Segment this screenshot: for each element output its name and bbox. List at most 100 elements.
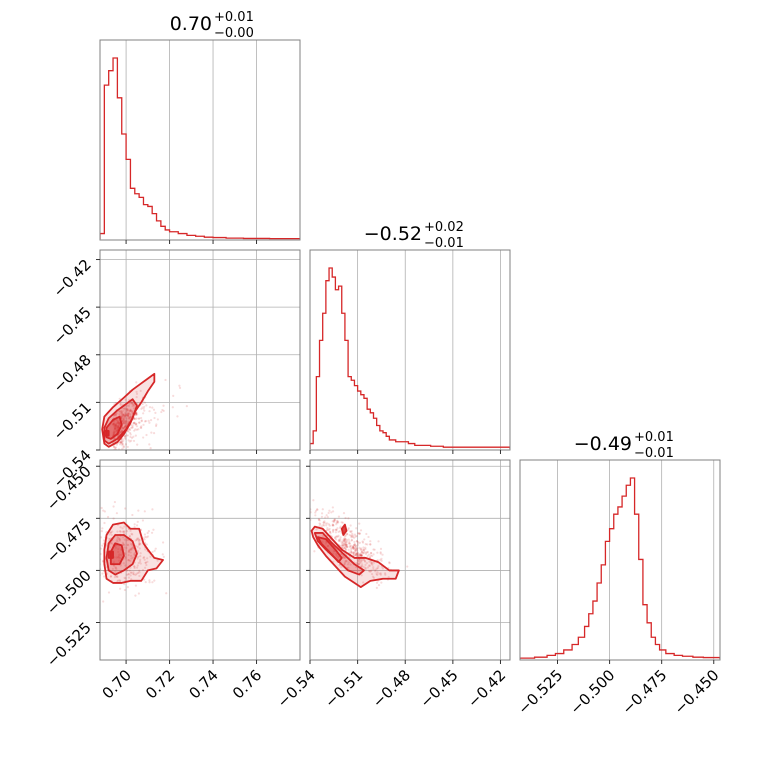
scatter-point [355,546,358,549]
scatter-point [136,413,139,416]
scatter-point [364,543,367,546]
scatter-point [327,528,330,532]
scatter-point [372,561,376,564]
scatter-point [354,549,357,553]
scatter-point [354,546,357,549]
scatter-point [122,562,125,565]
scatter-point [118,443,122,446]
scatter-point [118,553,121,556]
scatter-point [314,509,318,513]
scatter-point [120,442,123,445]
scatter-point [117,536,120,540]
scatter-point [342,512,346,515]
scatter-point [87,541,89,543]
scatter-point [372,548,375,551]
scatter-point [362,565,365,568]
scatter-point [372,553,375,556]
scatter-point [359,554,362,557]
scatter-point [123,415,126,418]
scatter-point [135,524,139,527]
scatter-point [352,553,356,556]
scatter-point [356,560,359,563]
scatter-point [123,418,126,422]
scatter-point [380,557,383,560]
scatter-point [126,404,129,407]
scatter-point [353,543,356,547]
scatter-point [357,540,360,544]
scatter-point [135,422,138,425]
scatter-point [120,415,123,419]
scatter-point [329,532,332,535]
scatter-point [378,572,381,575]
scatter-point [359,553,362,556]
scatter-point [128,410,132,413]
scatter-point [134,434,137,437]
scatter-point [369,543,372,546]
scatter-point [353,542,356,546]
scatter-point [358,561,361,564]
scatter-point [358,546,361,549]
scatter-point [138,417,141,420]
scatter-point [113,500,116,504]
y-tick-label: −0.525 [43,619,95,671]
scatter-point [320,525,323,528]
scatter-point [379,547,383,550]
scatter-point [359,559,362,563]
panel-frame [519,459,721,661]
scatter-point [353,548,356,551]
scatter-point [354,535,357,538]
contour-level-1 [101,372,156,448]
scatter-point [133,404,136,407]
scatter-point [354,544,357,547]
scatter-point [360,554,363,558]
scatter-point [136,571,140,575]
scatter-point [344,548,348,551]
scatter-point [85,567,87,569]
scatter-point [356,558,359,561]
scatter-point [124,443,127,446]
scatter-point [128,569,131,572]
scatter-point [334,538,338,541]
scatter-point [331,506,334,509]
scatter-point [353,533,357,536]
scatter-point [122,413,125,416]
scatter-point [369,570,372,573]
scatter-point [129,571,132,574]
scatter-point [88,542,90,544]
scatter-point [153,579,156,582]
scatter-point [336,527,339,530]
scatter-point [125,413,128,417]
scatter-point [116,425,119,429]
scatter-point [344,548,347,551]
scatter-point [115,512,119,515]
scatter-point [363,538,366,541]
scatter-point [121,426,124,429]
scatter-point [134,539,137,542]
scatter-point [125,569,128,572]
scatter-point [387,576,390,579]
scatter-point [123,546,126,549]
scatter-point [125,414,128,417]
scatter-point [146,535,150,538]
scatter-point [164,378,167,382]
scatter-point [120,411,124,414]
scatter-point [318,522,321,525]
scatter-point [128,418,131,422]
scatter-point [354,552,358,555]
scatter-point [360,554,364,557]
scatter-point [148,443,151,446]
scatter-point [121,429,124,432]
scatter-point [114,566,118,569]
scatter-point [135,417,138,420]
contour-level-3 [317,536,343,563]
contour-level-4 [103,430,110,437]
y-tick-label: −0.51 [50,398,95,443]
scatter-point [143,533,147,536]
panel-frame [309,459,511,661]
scatter-point [314,514,317,517]
scatter-point [331,523,334,526]
scatter-point [343,535,346,538]
scatter-point [124,415,127,418]
scatter-point [352,545,355,549]
scatter-point [107,591,111,594]
